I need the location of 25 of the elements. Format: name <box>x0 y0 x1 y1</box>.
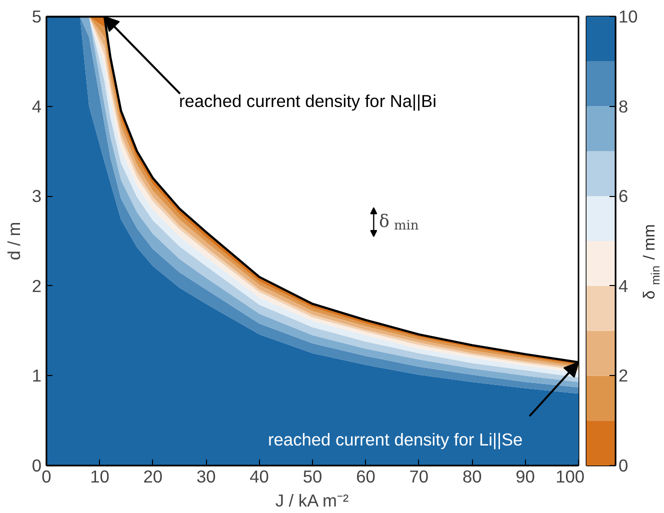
annotation: reached current density for Li||Se <box>268 429 523 450</box>
x-tick-label: 30 <box>196 466 216 486</box>
x-tick-label: 70 <box>409 466 429 486</box>
color-bar-title: δmin / mm <box>641 224 662 300</box>
color-bar-label: 6 <box>618 186 628 206</box>
x-tick-label: 10 <box>90 466 110 486</box>
color-bar-label: 4 <box>618 276 628 296</box>
x-tick-label: 100 <box>556 466 585 486</box>
y-tick-label: 4 <box>32 96 42 116</box>
y-tick-label: 5 <box>32 6 42 26</box>
x-tick-label: 90 <box>516 466 535 486</box>
color-bar-label: 2 <box>618 366 628 386</box>
color-bar-label: 8 <box>618 96 628 116</box>
x-axis-title: J / kA m⁻² <box>275 490 349 510</box>
y-axis-title: d / m <box>4 222 24 260</box>
x-tick-label: 60 <box>356 466 376 486</box>
y-tick-label: 3 <box>32 186 42 206</box>
x-tick-label: 80 <box>462 466 482 486</box>
y-tick-label: 1 <box>32 366 42 386</box>
y-tick-label: 2 <box>32 276 42 296</box>
x-tick-label: 50 <box>302 466 322 486</box>
x-tick-label: 20 <box>143 466 163 486</box>
color-bar-label: 10 <box>618 6 638 26</box>
annotation: reached current density for Na||Bi <box>178 90 436 111</box>
x-tick-label: 40 <box>250 466 269 486</box>
